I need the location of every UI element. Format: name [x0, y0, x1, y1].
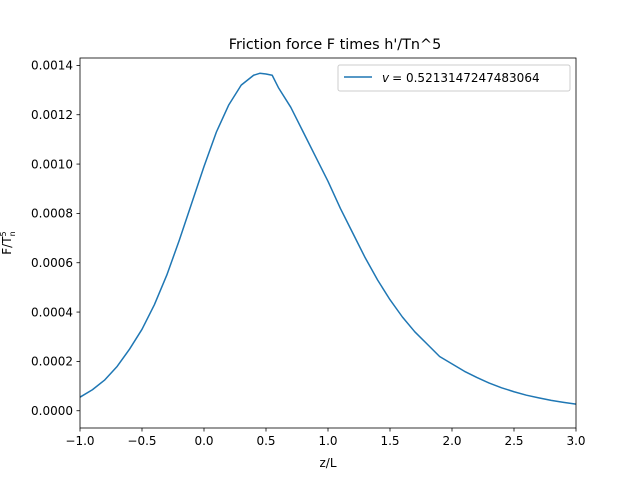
y-tick-label: 0.0012: [31, 108, 73, 122]
y-axis-label-sup: 5: [0, 231, 8, 236]
x-axis-label: z/L: [319, 456, 336, 470]
x-tick-label: 1.5: [380, 434, 399, 448]
legend-label: v = 0.5213147247483064: [382, 71, 540, 85]
y-tick-label: 0.0006: [31, 256, 73, 270]
y-tick-label: 0.0008: [31, 207, 73, 221]
x-axis-ticks: −1.0 −0.5 0.0 0.5 1.0 1.5 2.0 2.5 3.0: [65, 428, 586, 448]
y-tick-label: 0.0010: [31, 157, 73, 171]
legend-series-value: = 0.5213147247483064: [392, 71, 539, 85]
x-tick-label: 1.0: [318, 434, 337, 448]
y-tick-label: 0.0002: [31, 355, 73, 369]
series-line-0: [80, 72, 576, 405]
legend-series-name: v: [382, 71, 390, 85]
legend-box: [337, 64, 571, 92]
y-axis-label: F/T5n: [0, 231, 17, 254]
legend: v = 0.5213147247483064: [337, 64, 571, 92]
y-axis-ticks: 0.0000 0.0002 0.0004 0.0006 0.0008 0.0010 0.00…: [31, 59, 80, 418]
x-tick-label: 0.5: [256, 434, 275, 448]
y-axis-label-sub: n: [8, 231, 17, 236]
x-tick-label: 3.0: [566, 434, 585, 448]
x-tick-label: 2.5: [504, 434, 523, 448]
y-tick-label: 0.0004: [31, 305, 73, 319]
y-tick-label: 0.0014: [31, 59, 73, 73]
x-tick-label: −0.5: [127, 434, 156, 448]
chart-title: Friction force F times h'/Tn^5: [229, 37, 442, 53]
y-axis-label-text: F/T: [0, 236, 14, 255]
x-tick-label: 2.0: [442, 434, 461, 448]
series-layer: [80, 72, 576, 405]
x-tick-label: −1.0: [65, 434, 94, 448]
y-tick-label: 0.0000: [31, 404, 73, 418]
x-tick-label: 0.0: [194, 434, 213, 448]
